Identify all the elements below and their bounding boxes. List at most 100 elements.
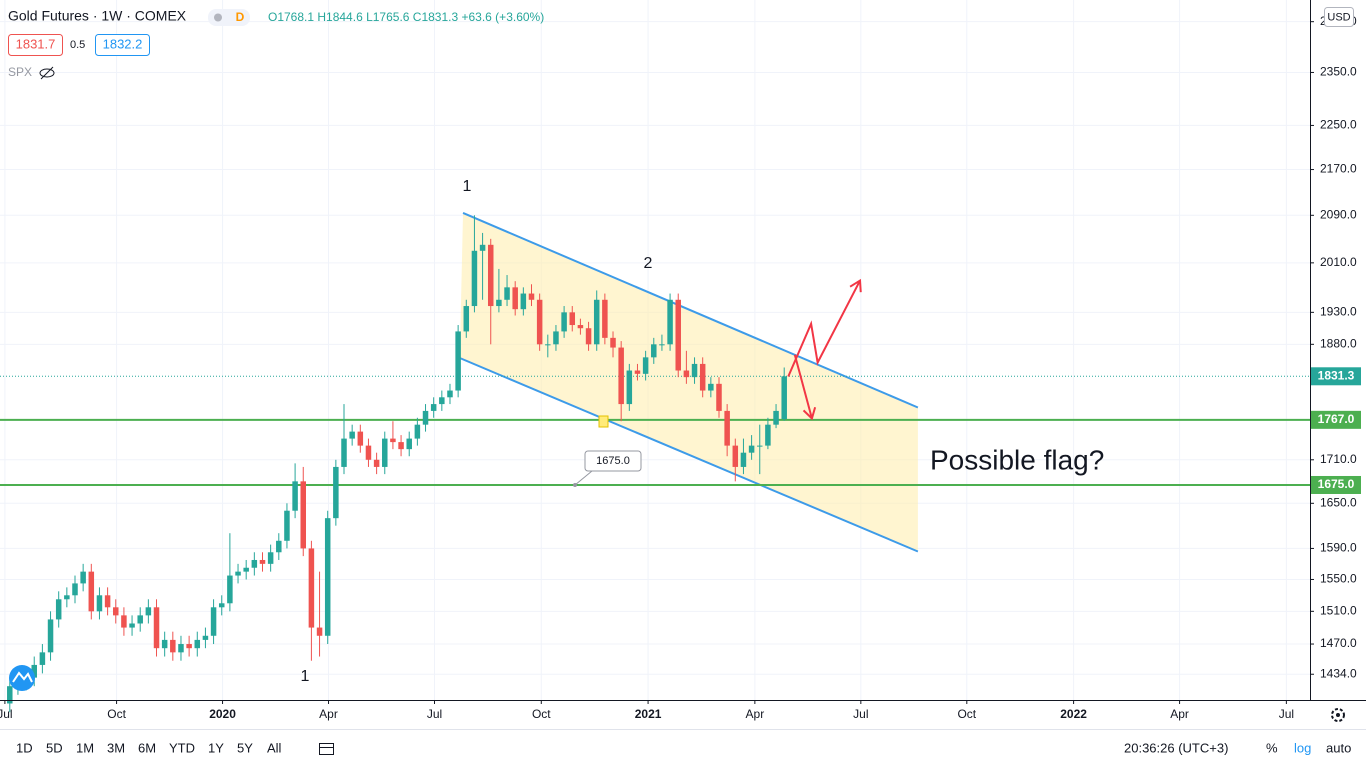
candle-body bbox=[104, 595, 111, 608]
log-toggle[interactable]: log bbox=[1294, 740, 1311, 755]
wave-label: 1 bbox=[301, 668, 310, 685]
candle-body bbox=[276, 540, 282, 553]
candle-body bbox=[504, 287, 510, 300]
candle-body bbox=[235, 571, 241, 576]
candle-body bbox=[194, 639, 201, 649]
channel bbox=[459, 212, 919, 553]
candle-body bbox=[202, 635, 209, 640]
candle-body bbox=[170, 639, 176, 653]
candle-body bbox=[398, 442, 404, 450]
candle-body bbox=[724, 410, 730, 446]
candle-body bbox=[487, 244, 494, 307]
candle-body bbox=[145, 607, 152, 616]
candle-body bbox=[31, 664, 37, 678]
unit-box[interactable] bbox=[1324, 7, 1354, 27]
candle-body bbox=[520, 293, 527, 310]
candle-body bbox=[610, 337, 616, 348]
time-axis: Jul Oct 2020 Apr Jul Oct 2021 Apr Jul Oct 2022 Apr J… bbox=[0, 700, 1294, 721]
candle-body bbox=[691, 363, 698, 378]
candle-body bbox=[602, 299, 608, 338]
calendar-icon[interactable] bbox=[319, 743, 334, 755]
candles bbox=[7, 215, 787, 713]
candle-body bbox=[642, 357, 649, 374]
auto-toggle[interactable]: auto bbox=[1326, 740, 1351, 755]
wave-label: 1 bbox=[463, 178, 472, 195]
y-tick-label: 1550.0 bbox=[1320, 572, 1357, 586]
candle-body bbox=[463, 306, 470, 332]
range-button[interactable]: 1Y bbox=[208, 740, 224, 755]
range-button[interactable]: 5D bbox=[46, 740, 63, 755]
candle-body bbox=[39, 652, 46, 665]
level-tag bbox=[1311, 475, 1361, 494]
bid: 1831.7 bbox=[16, 36, 56, 51]
candle-body bbox=[765, 424, 771, 446]
y-tick-label: 2350.0 bbox=[1320, 65, 1357, 79]
candle-body bbox=[316, 627, 323, 636]
price-axis: 1434.0 1470.0 1510.0 1550.0 1590.0 1650.0 1710… bbox=[1310, 14, 1361, 680]
candle-body bbox=[716, 383, 722, 411]
candle-body bbox=[243, 567, 249, 572]
range-button[interactable]: 1D bbox=[16, 740, 33, 755]
candle-body bbox=[593, 299, 600, 345]
candle-body bbox=[80, 571, 86, 584]
x-tick-label: 2020 bbox=[209, 707, 236, 721]
candle-body bbox=[553, 331, 559, 345]
candle-body bbox=[113, 607, 119, 616]
y-tick-label: 1510.0 bbox=[1320, 603, 1357, 617]
channel-fill bbox=[459, 212, 918, 552]
callout-text: 1675.0 bbox=[596, 455, 630, 467]
range-button[interactable]: All bbox=[267, 740, 282, 755]
ask-box[interactable] bbox=[95, 34, 150, 56]
x-tick-label: Jul bbox=[853, 707, 868, 721]
candle-body bbox=[284, 510, 290, 541]
x-tick-label: 2021 bbox=[635, 707, 662, 721]
hidden-icon[interactable] bbox=[39, 66, 55, 80]
x-tick-label: Jul bbox=[427, 707, 442, 721]
percent-toggle[interactable]: % bbox=[1266, 740, 1278, 755]
x-tick-label: Apr bbox=[746, 707, 765, 721]
candle-body bbox=[618, 347, 624, 405]
candle-body bbox=[536, 299, 543, 345]
y-tick-label: 1930.0 bbox=[1320, 305, 1357, 319]
x-tick-label: Jul bbox=[0, 707, 13, 721]
bid-box[interactable] bbox=[8, 34, 63, 56]
candle-body bbox=[528, 293, 535, 300]
candle-body bbox=[455, 331, 461, 391]
candle-body bbox=[292, 481, 298, 511]
candle-body bbox=[683, 370, 690, 378]
x-tick-label: 2022 bbox=[1060, 707, 1087, 721]
range-button[interactable]: 5Y bbox=[237, 740, 253, 755]
ohlc: O1768.1 H1844.6 L1765.6 C1831.3 +63.6 (+… bbox=[268, 10, 544, 24]
settings-icon[interactable] bbox=[1331, 708, 1345, 722]
candle-body bbox=[218, 603, 225, 608]
candle-body bbox=[251, 559, 258, 568]
channel-line bbox=[462, 212, 919, 409]
candle-body bbox=[471, 250, 478, 307]
range-button[interactable]: YTD bbox=[169, 740, 195, 755]
candle-body bbox=[781, 376, 787, 420]
candle-body bbox=[259, 559, 266, 564]
candle-body bbox=[308, 548, 315, 628]
x-tick-label: Oct bbox=[532, 707, 551, 721]
y-tick-label: 2170.0 bbox=[1320, 162, 1357, 176]
candle-body bbox=[390, 438, 396, 443]
candle-body bbox=[699, 363, 706, 391]
candle-body bbox=[64, 595, 70, 600]
candle-body bbox=[47, 619, 54, 653]
candle-body bbox=[479, 244, 486, 251]
candle-body bbox=[227, 575, 233, 604]
candle-body bbox=[512, 287, 518, 310]
candle-body bbox=[365, 445, 372, 460]
x-tick-label: Apr bbox=[319, 707, 338, 721]
range-button[interactable]: 1M bbox=[76, 740, 94, 755]
logo-mark bbox=[12, 671, 33, 683]
range-button[interactable]: 6M bbox=[138, 740, 156, 755]
range-button[interactable]: 3M bbox=[107, 740, 125, 755]
candle-body bbox=[121, 615, 127, 628]
candle-body bbox=[626, 370, 633, 405]
overlay: SPX bbox=[8, 65, 32, 79]
icon bbox=[214, 13, 222, 22]
candle-body bbox=[496, 299, 502, 307]
candle-body bbox=[137, 615, 143, 624]
wave-label: 2 bbox=[644, 255, 653, 272]
